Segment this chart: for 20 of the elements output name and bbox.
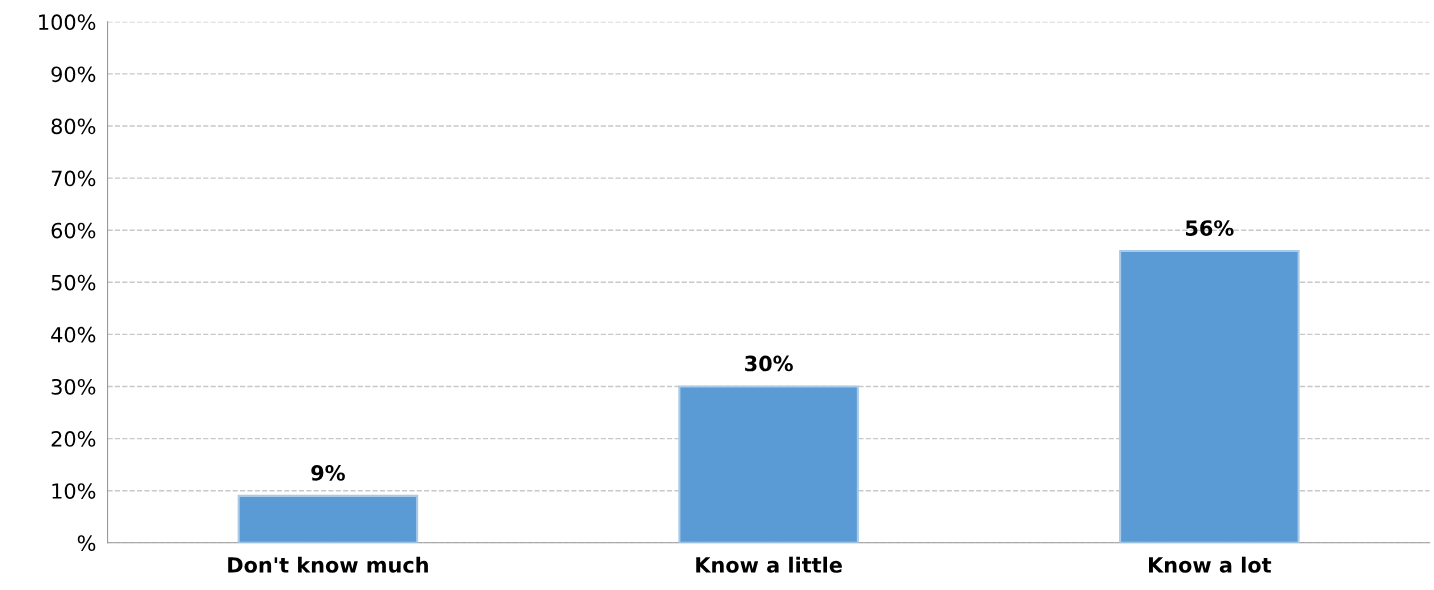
y-tick-label: 100%: [39, 14, 96, 31]
y-tick-label: 90%: [51, 66, 96, 83]
y-tick-label: 40%: [51, 326, 96, 343]
y-tick-label: %: [77, 535, 96, 552]
data-label: 9%: [311, 465, 345, 481]
y-tick-label: 20%: [51, 431, 96, 447]
x-tick-label: Don't know much: [228, 556, 428, 573]
x-tick-label: Know a lot: [1149, 556, 1272, 573]
y-tick-label: 10%: [52, 483, 96, 499]
bar: [1119, 250, 1300, 543]
bar: [678, 385, 859, 543]
bar: [237, 494, 419, 543]
y-tick-label: 80%: [51, 118, 96, 135]
y-tick-label: 70%: [51, 170, 96, 187]
x-tick-label: Know a little: [696, 556, 842, 573]
y-tick-label: 60%: [51, 222, 96, 239]
data-label: 30%: [745, 355, 793, 372]
y-tick-label: 30%: [51, 378, 96, 395]
data-label: 56%: [1186, 220, 1234, 236]
y-tick-label: 50%: [51, 274, 96, 291]
